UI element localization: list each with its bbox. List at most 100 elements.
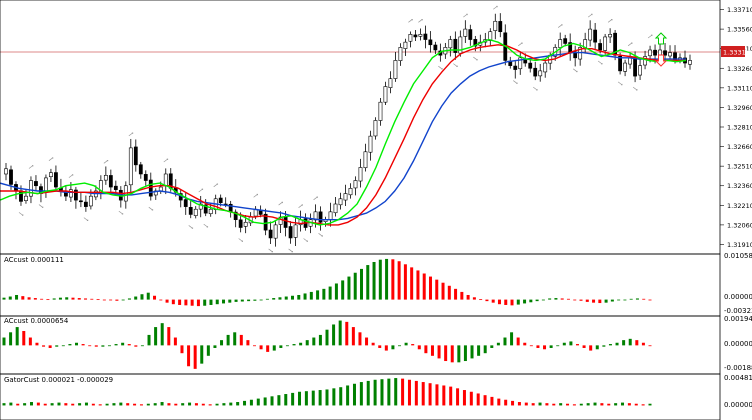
ac2-bar (424, 345, 428, 354)
candle (248, 212, 253, 227)
alligator-teeth-line (0, 44, 686, 226)
candle (263, 208, 268, 236)
candle (458, 30, 463, 57)
ac-bar (21, 296, 25, 300)
candle (143, 170, 148, 186)
ac2-bar (602, 345, 606, 347)
ac2-bar (193, 345, 197, 369)
price-tick-label: 1.31910 (727, 241, 752, 249)
gator-bar (36, 402, 40, 406)
ac-bar (134, 296, 138, 300)
ac2-bar (299, 342, 303, 346)
ac-bar (623, 299, 627, 301)
ac-bar (228, 299, 232, 303)
ac2-bar (417, 345, 421, 350)
candle (128, 138, 133, 194)
ac-bar (617, 299, 621, 301)
ac-bar (516, 299, 520, 305)
candle (363, 143, 368, 172)
gator-bar (277, 395, 281, 406)
gator-bar (394, 378, 398, 406)
fractal-arrow-icon (198, 188, 204, 193)
gator-bar (600, 403, 604, 406)
ac-bar (347, 276, 351, 300)
price-tick-label: 1.32960 (727, 104, 752, 112)
ac-bar (284, 296, 288, 300)
candle (583, 32, 588, 54)
price-tick-label: 1.33560 (727, 26, 752, 34)
ac-bar (15, 294, 19, 300)
ac-bar (466, 294, 470, 300)
ac2-bar (48, 345, 52, 348)
price-tick-label: 1.33110 (727, 84, 752, 92)
gator-bar (318, 390, 322, 406)
ac2-bar (154, 327, 158, 346)
ac2-bar (180, 345, 184, 354)
gator-bar (332, 388, 336, 406)
gator-bar (270, 396, 274, 406)
ac2-bar (365, 337, 369, 346)
fractal-arrow-icon (533, 86, 538, 91)
ac2-bar (457, 345, 461, 363)
alligator-lips-line (0, 38, 687, 226)
price-pane[interactable] (0, 0, 721, 255)
candle (343, 184, 348, 207)
gator-bar (462, 390, 466, 406)
ac2-pane[interactable]: ACcust 0.0000654 (0, 315, 721, 375)
ac-bar (635, 298, 639, 300)
ac-bar (184, 299, 188, 306)
gator-bar (153, 403, 157, 406)
gator-bar (641, 404, 645, 406)
ac2-histogram (2, 320, 652, 369)
ac-pane[interactable]: ACcust 0.000111 (0, 253, 721, 317)
gator-bar (229, 402, 233, 406)
ac2-bar (279, 345, 283, 348)
candle (493, 13, 498, 40)
ac-bar (215, 299, 219, 305)
fractal-arrow-icon (268, 248, 273, 253)
ac2-bar (437, 345, 441, 359)
candle (54, 165, 58, 192)
ac-bar (272, 298, 276, 300)
ac2-bar (648, 345, 652, 347)
price-tick-label: 1.32810 (727, 124, 752, 132)
candles-layer (4, 13, 692, 247)
fractal-arrow-icon (617, 81, 623, 86)
price-axis: 1.337101.335601.334101.332601.331101.329… (720, 6, 752, 249)
ac-bar (328, 286, 332, 300)
ac-bar (278, 297, 282, 300)
gator-bar (579, 403, 583, 406)
gator-pane[interactable]: GatorCust 0.000021 -0.000029 (0, 373, 721, 420)
ac2-bar (463, 345, 467, 362)
ac2-bar (134, 345, 138, 347)
ac2-bar (483, 345, 487, 354)
candle (44, 174, 48, 198)
ac-bar (460, 291, 464, 300)
ac-bar (410, 267, 414, 300)
price-tick-label: 1.32210 (727, 202, 752, 210)
candle (83, 195, 88, 212)
ac-bar (504, 299, 508, 305)
ac-bar (359, 268, 363, 300)
gator-bar (84, 402, 88, 406)
ac2-bar (233, 332, 237, 346)
ac2-bar (622, 340, 626, 346)
ac-bar (334, 283, 338, 300)
gator-bar (428, 383, 432, 406)
ac-bar (27, 297, 31, 300)
gator-bar (256, 398, 260, 406)
up-arrow-icon (654, 32, 668, 45)
ac2-bar (503, 337, 507, 346)
fractal-arrow-icon (632, 86, 638, 91)
ac-bar (2, 297, 6, 300)
ac-bar (322, 288, 326, 300)
candle (623, 59, 627, 77)
gator-bar (208, 404, 212, 406)
fractal-arrow-icon (288, 248, 293, 253)
candle (638, 58, 642, 81)
ac-bar (240, 299, 244, 302)
ac-bar (579, 299, 583, 301)
fractal-arrow-icon (28, 165, 34, 169)
